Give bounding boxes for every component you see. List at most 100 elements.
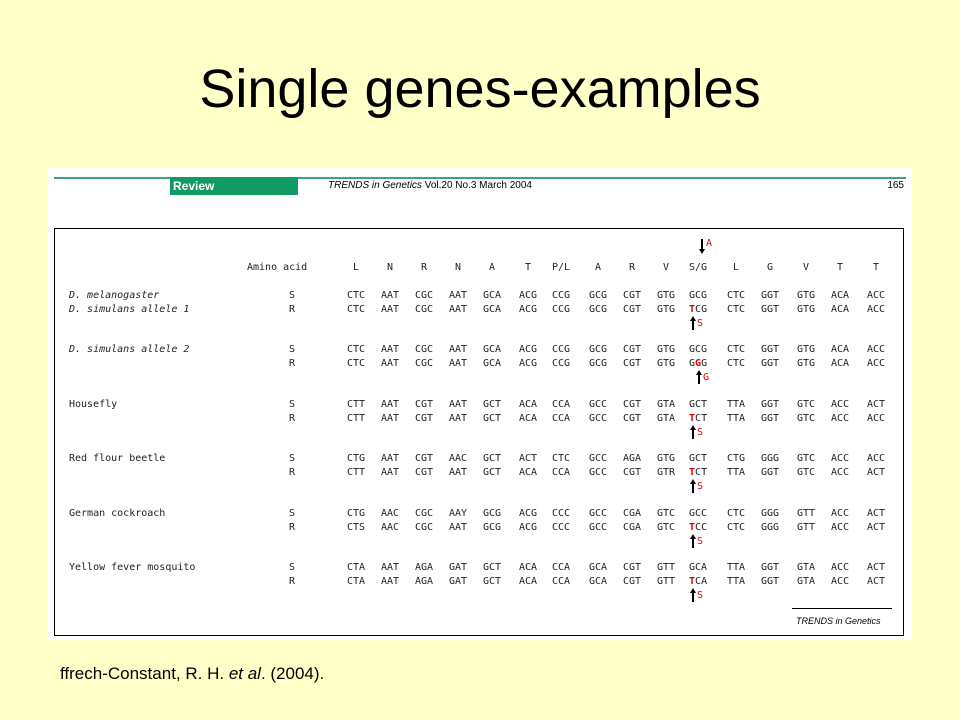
codon: GGT xyxy=(761,304,780,315)
codon: CTG xyxy=(727,453,746,464)
codon: CCG xyxy=(552,304,571,315)
codon: CTC xyxy=(727,304,746,315)
codon: ACC xyxy=(831,576,850,587)
codon: GCT xyxy=(483,467,502,478)
codon: ACT xyxy=(867,562,886,573)
codon: ACT xyxy=(867,576,886,587)
codon: GCC xyxy=(589,508,608,519)
codon: CCG xyxy=(552,358,571,369)
arrow-down xyxy=(701,239,703,250)
codon: TTA xyxy=(727,399,746,410)
codon: AAT xyxy=(449,290,468,301)
codon: GCG xyxy=(689,290,708,301)
species-name: Yellow fever mosquito xyxy=(69,562,196,573)
journal-line: TRENDS in Genetics Vol.20 No.3 March 200… xyxy=(328,180,532,191)
codon: TCA xyxy=(689,576,708,587)
arrowhead-down xyxy=(698,249,705,254)
codon: ACG xyxy=(519,304,538,315)
codon: ACC xyxy=(831,522,850,533)
codon: CGA xyxy=(623,522,642,533)
amino-acid-state: R xyxy=(289,304,296,315)
codon: CGT xyxy=(623,304,642,315)
codon: GCA xyxy=(589,576,608,587)
codon: AGA xyxy=(415,576,434,587)
codon: CTC xyxy=(552,453,571,464)
codon: ACC xyxy=(831,562,850,573)
codon: ACA xyxy=(831,358,850,369)
mutation-annotation: S xyxy=(697,427,704,438)
codon: AAT xyxy=(381,576,400,587)
species-name: D. melanogaster xyxy=(69,290,160,301)
mutation-annotation: S xyxy=(697,590,704,601)
amino-acid-header: L xyxy=(353,262,360,273)
codon: TTA xyxy=(727,413,746,424)
codon: GCC xyxy=(589,467,608,478)
codon: CTA xyxy=(347,562,366,573)
header-rule xyxy=(54,177,170,179)
codon: AAT xyxy=(449,399,468,410)
amino-acid-header: A xyxy=(595,262,602,273)
codon: CGC xyxy=(415,290,434,301)
codon: CTT xyxy=(347,399,366,410)
mutation-annotation: G xyxy=(703,372,710,383)
amino-acid-header: V xyxy=(663,262,670,273)
codon: ACT xyxy=(867,522,886,533)
arrow-up xyxy=(692,484,694,493)
amino-acid-state: R xyxy=(289,413,296,424)
page-number: 165 xyxy=(887,180,904,191)
codon: ACA xyxy=(519,467,538,478)
codon: AAT xyxy=(381,358,400,369)
species-name: Red flour beetle xyxy=(69,453,166,464)
codon: GTC xyxy=(797,413,816,424)
codon: ACA xyxy=(519,413,538,424)
amino-acid-state: S xyxy=(289,453,296,464)
codon: ACC xyxy=(831,453,850,464)
arrowhead-up xyxy=(689,479,696,484)
codon: CGC xyxy=(415,522,434,533)
journal-name: TRENDS in Genetics xyxy=(328,180,422,191)
amino-acid-state: S xyxy=(289,508,296,519)
amino-acid-state: R xyxy=(289,576,296,587)
codon: CGT xyxy=(623,413,642,424)
codon: CTG xyxy=(347,508,366,519)
source-label: TRENDS in Genetics xyxy=(796,616,881,626)
amino-acid-header: G xyxy=(767,262,774,273)
codon: ACA xyxy=(519,576,538,587)
codon: CGT xyxy=(623,467,642,478)
amino-acid-state: S xyxy=(289,399,296,410)
codon: GTC xyxy=(657,522,676,533)
codon: GTR xyxy=(657,467,676,478)
codon: GCC xyxy=(589,399,608,410)
codon: AAT xyxy=(381,562,400,573)
codon: GCG xyxy=(589,358,608,369)
codon: GCA xyxy=(483,304,502,315)
amino-acid-state: S xyxy=(289,562,296,573)
journal-issue: Vol.20 No.3 March 2004 xyxy=(424,180,532,191)
codon: CGC xyxy=(415,508,434,519)
codon: AAT xyxy=(381,344,400,355)
codon: CGC xyxy=(415,304,434,315)
codon: CTC xyxy=(347,304,366,315)
codon: TCC xyxy=(689,522,708,533)
slide-title: Single genes-examples xyxy=(199,59,761,119)
codon: GGT xyxy=(761,413,780,424)
amino-acid-header: S/G xyxy=(689,262,708,273)
arrow-up xyxy=(692,539,694,548)
codon: AAT xyxy=(381,304,400,315)
codon: GTT xyxy=(657,576,676,587)
codon: ACC xyxy=(867,290,886,301)
codon: GGG xyxy=(761,508,780,519)
codon: GTA xyxy=(657,413,676,424)
codon: GCA xyxy=(589,562,608,573)
codon: CCA xyxy=(552,413,571,424)
arrow-up xyxy=(692,430,694,439)
codon: GTC xyxy=(797,399,816,410)
codon: TTA xyxy=(727,562,746,573)
codon: ACC xyxy=(867,453,886,464)
arrowhead-up xyxy=(689,316,696,321)
codon: GTG xyxy=(797,304,816,315)
codon: ACG xyxy=(519,290,538,301)
codon: CTT xyxy=(347,413,366,424)
codon: AAT xyxy=(381,413,400,424)
codon: GTG xyxy=(657,358,676,369)
